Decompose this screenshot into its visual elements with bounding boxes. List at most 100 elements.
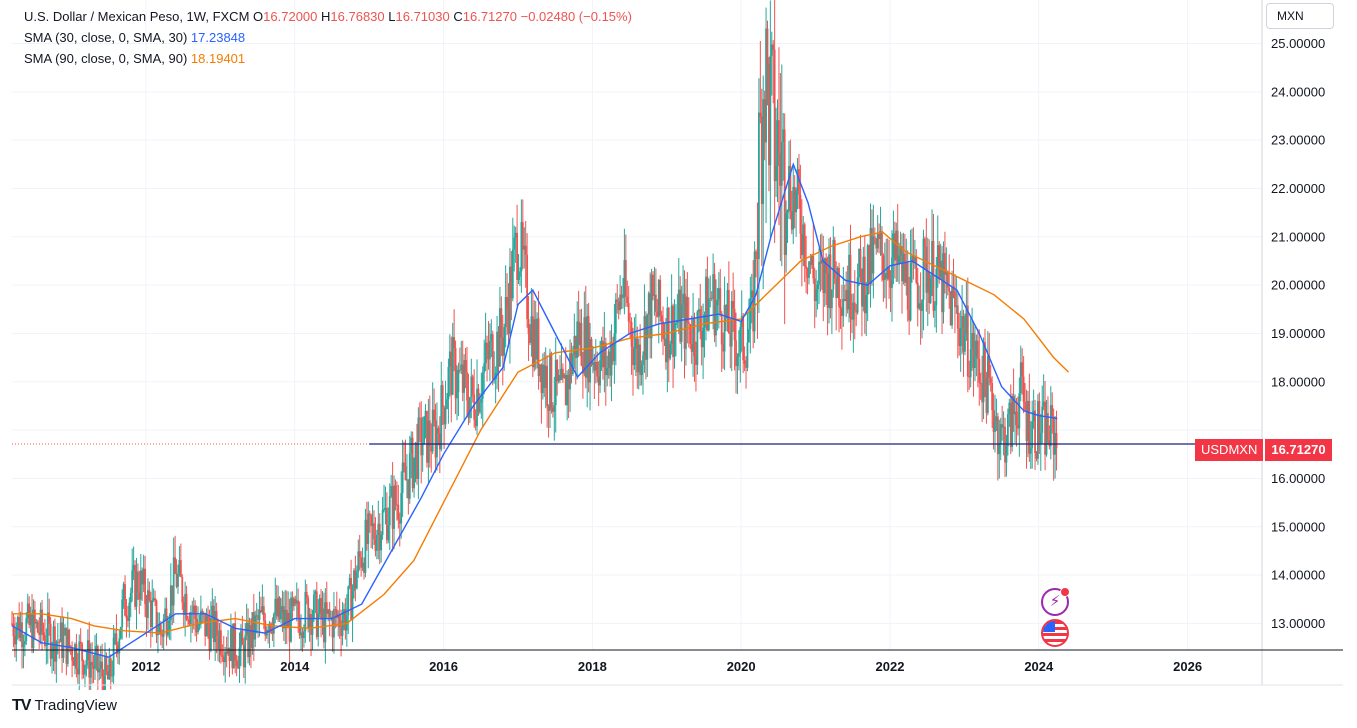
candle-body: [799, 194, 802, 234]
candle-body: [529, 334, 531, 343]
us-flag-icon[interactable]: [1041, 619, 1069, 647]
candle-body: [921, 299, 923, 311]
candle-body: [21, 622, 23, 648]
candle-body: [879, 231, 882, 239]
candle-body: [368, 513, 371, 516]
candle-body: [852, 302, 855, 320]
candle-body: [692, 318, 694, 352]
candle-body: [984, 341, 986, 378]
candle-body: [986, 355, 989, 413]
candle-body: [468, 397, 471, 418]
candle-body: [842, 299, 845, 316]
candle-body: [918, 303, 921, 309]
candle-body: [974, 357, 976, 368]
x-tick-label: 2014: [280, 659, 310, 674]
candle-body: [1008, 402, 1011, 415]
candle-body: [670, 305, 673, 344]
candle-body: [946, 271, 949, 288]
candle-body: [891, 257, 893, 288]
candle-body: [985, 377, 988, 413]
candle-body: [810, 255, 813, 265]
candle-body: [876, 233, 879, 249]
candle-body: [220, 630, 222, 656]
candle-body: [214, 611, 217, 643]
candle-body: [430, 446, 433, 452]
candle-body: [157, 633, 159, 636]
candle-body: [102, 676, 105, 690]
candle-body: [446, 399, 448, 409]
candle-body: [221, 655, 224, 657]
candle-body: [114, 633, 116, 638]
candle-body: [22, 644, 25, 648]
candle-body: [340, 627, 342, 636]
candle-body: [683, 293, 686, 349]
candle-body: [873, 236, 876, 239]
currency-button[interactable]: MXN: [1266, 3, 1334, 29]
candle-body: [703, 314, 706, 328]
legend-change: −0.02480 (−0.15%): [520, 9, 632, 24]
candle-body: [264, 620, 267, 636]
candle-body: [633, 348, 636, 366]
last-price-badge: USDMXN 16.71270: [1195, 439, 1332, 461]
candle-body: [334, 609, 337, 611]
candle-body: [205, 615, 208, 637]
chart-area[interactable]: 13.00000 14.00000 15.00000 16.00000 18.00000…: [0, 0, 1357, 690]
price-chart[interactable]: 13.00000 14.00000 15.00000 16.00000 18.00000…: [0, 0, 1357, 690]
candle-body: [971, 332, 974, 350]
candle-body: [858, 248, 860, 278]
candle-body: [478, 402, 481, 413]
candle-body: [1002, 426, 1005, 428]
candle-body: [144, 568, 146, 604]
candle-body: [866, 245, 869, 295]
candle-body: [327, 609, 330, 614]
candle-body: [693, 318, 696, 357]
candle-body: [829, 254, 832, 309]
candle-body: [743, 360, 746, 364]
candle-body: [798, 169, 800, 195]
flag-canton: [1043, 621, 1055, 632]
candle-body: [571, 355, 574, 375]
candle-body: [543, 364, 546, 388]
y-tick-label: 22.00000: [1271, 181, 1325, 196]
candle-body: [367, 513, 370, 544]
candle-body: [845, 289, 848, 302]
candle-body: [911, 255, 913, 264]
candle-body: [524, 245, 527, 255]
candle-body: [719, 288, 722, 314]
candle-body: [461, 364, 464, 393]
candle-body: [23, 641, 26, 645]
candle-body: [871, 227, 873, 274]
candle-body: [54, 626, 56, 662]
candle-body: [982, 341, 985, 403]
candle-body: [416, 442, 418, 479]
legend-sma90-row[interactable]: SMA (90, close, 0, SMA, 90) 18.19401: [24, 48, 632, 69]
plot-background: [12, 0, 1262, 650]
candle-body: [101, 661, 104, 677]
candle-body: [234, 623, 237, 661]
x-tick-label: 2012: [131, 659, 160, 674]
candle-body: [318, 598, 321, 614]
candle-body: [323, 608, 325, 643]
candle-body: [981, 383, 984, 403]
candle-body: [413, 457, 415, 489]
candle-body: [753, 251, 756, 332]
candle-body: [903, 253, 906, 283]
candle-body: [240, 630, 242, 648]
candle-body: [195, 618, 198, 633]
tradingview-logo[interactable]: TV TradingView: [12, 697, 117, 715]
candle-body: [892, 233, 895, 258]
candle-body: [284, 609, 287, 629]
legend-sma30-row[interactable]: SMA (30, close, 0, SMA, 30) 17.23848: [24, 27, 632, 48]
candle-body: [1011, 395, 1014, 448]
candle-body: [361, 562, 364, 568]
candle-body: [1055, 433, 1058, 449]
candle-body: [636, 338, 639, 373]
candle-body: [417, 417, 420, 479]
candle-body: [736, 356, 739, 367]
candle-body: [966, 305, 969, 377]
candle-body: [938, 245, 941, 278]
candle-body: [630, 322, 633, 347]
lightning-icon[interactable]: ⚡: [1041, 587, 1070, 616]
candle-body: [499, 308, 501, 367]
candle-body: [735, 340, 737, 367]
